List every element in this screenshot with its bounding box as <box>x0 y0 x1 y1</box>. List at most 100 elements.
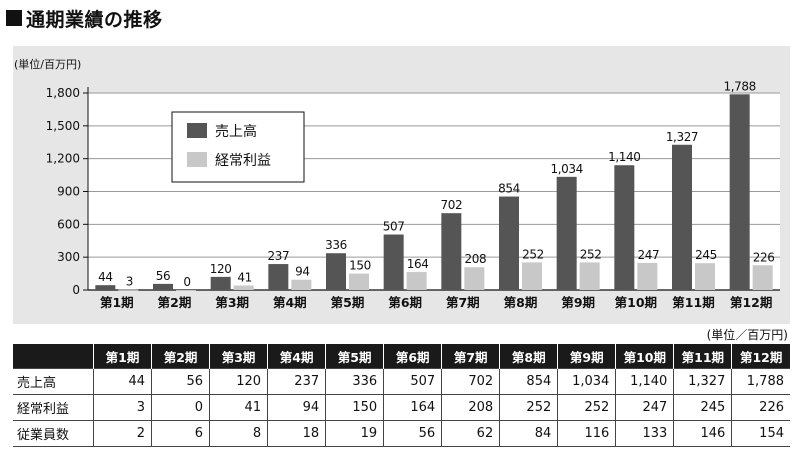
x-tick-label: 第2期 <box>158 295 192 310</box>
bar-sales <box>95 285 116 290</box>
data-table: 第1期 第2期 第3期 第4期 第5期 第6期 第7期 第8期 第9期 第10期 第11期 第12期 … <box>13 344 790 447</box>
table-column-header: 第8期 <box>499 344 558 369</box>
bar-profit <box>233 285 254 290</box>
table-cell: 237 <box>267 368 326 395</box>
table-cell: 0 <box>151 394 210 421</box>
bar-profit <box>118 289 139 291</box>
bar-label-profit: 226 <box>753 250 775 264</box>
table-cell: 854 <box>499 368 558 395</box>
x-tick-label: 第11期 <box>672 295 714 310</box>
legend-box <box>171 111 305 183</box>
table-column-header: 第4期 <box>267 344 326 369</box>
bar-sales <box>499 196 519 290</box>
bar-profit <box>176 290 196 291</box>
x-tick-label: 第10期 <box>615 295 657 310</box>
table-column-header: 第1期 <box>92 344 152 369</box>
page-heading: 通期業績の推移 <box>6 6 163 31</box>
bar-label-sales: 854 <box>498 182 520 196</box>
bar-sales <box>441 213 462 290</box>
table-cell: 150 <box>325 394 384 421</box>
table-column-header: 第7期 <box>441 344 500 369</box>
table-column-header: 第11期 <box>673 344 732 369</box>
bar-profit <box>637 262 658 290</box>
y-tick-label: 0 <box>72 283 80 297</box>
y-tick-label: 300 <box>57 250 80 264</box>
bar-label-profit: 94 <box>295 265 309 279</box>
bar-profit <box>406 272 427 290</box>
chart-unit-label: (単位/百万円) <box>14 58 82 71</box>
table-column-header: 第6期 <box>383 344 442 369</box>
table-row: 売上高 44 56 120 237 336 507 702 854 1,034 1,140 1,327… <box>13 368 790 395</box>
bar-profit <box>695 263 715 290</box>
table-cell: 146 <box>673 420 732 447</box>
bar-profit <box>579 262 600 290</box>
bar-chart: 0 300 600 900 1,200 1,500 1,800 44 3 第1期 56 0 第2期 120… <box>46 79 780 310</box>
bar-label-sales: 237 <box>267 249 289 263</box>
table-cell: 41 <box>209 394 268 421</box>
table-column-header: 第12期 <box>731 344 790 369</box>
table-cell: 1,327 <box>673 368 732 395</box>
bar-sales <box>383 234 404 290</box>
bar-label-sales: 1,034 <box>550 162 582 176</box>
table-cell: 84 <box>499 420 558 447</box>
bar-label-sales: 1,788 <box>723 79 755 93</box>
bar-label-sales: 1,327 <box>666 130 698 144</box>
bar-label-profit: 252 <box>522 247 544 261</box>
table-cell: 133 <box>615 420 674 447</box>
bar-label-profit: 245 <box>695 248 717 262</box>
table-row: 従業員数 2 6 8 18 19 56 62 84 116 133 146 154 <box>13 420 790 447</box>
table-cell: 226 <box>731 394 790 421</box>
bar-label-profit: 164 <box>407 257 429 271</box>
table-cell: 18 <box>267 420 326 447</box>
bar-profit <box>752 265 773 290</box>
table-cell: 507 <box>383 368 442 395</box>
table-cell: 252 <box>499 394 558 421</box>
bar-label-sales: 56 <box>156 269 170 283</box>
table-column-header: 第2期 <box>151 344 210 369</box>
bar-label-profit: 3 <box>126 275 133 289</box>
table-cell: 702 <box>441 368 500 395</box>
y-tick-label: 1,500 <box>46 119 80 133</box>
table-cell: 62 <box>441 420 500 447</box>
bar-profit <box>291 279 312 290</box>
table-cell: 1,034 <box>557 368 616 395</box>
bar-label-profit: 150 <box>349 259 371 273</box>
y-tick-label: 1,200 <box>46 152 80 166</box>
x-tick-label: 第1期 <box>100 295 134 310</box>
table-row-label: 従業員数 <box>13 420 94 447</box>
table-column-header: 第9期 <box>557 344 616 369</box>
bar-profit <box>522 262 542 290</box>
bar-label-profit: 0 <box>183 275 190 289</box>
x-tick-label: 第4期 <box>273 295 307 310</box>
bar-label-sales: 507 <box>383 220 405 234</box>
table-row-label: 経常利益 <box>13 394 94 421</box>
y-tick-label: 1,800 <box>46 86 80 100</box>
bar-label-sales: 120 <box>210 262 232 276</box>
table-cell: 19 <box>325 420 384 447</box>
legend-swatch-profit <box>187 152 207 167</box>
table-cell: 6 <box>151 420 210 447</box>
table-cell: 247 <box>615 394 674 421</box>
table-cell: 8 <box>209 420 268 447</box>
table-cell: 120 <box>209 368 268 395</box>
table-cell: 252 <box>557 394 616 421</box>
bar-label-sales: 1,140 <box>608 150 640 164</box>
x-tick-label: 第5期 <box>331 295 365 310</box>
legend-swatch-sales <box>187 123 207 138</box>
table-cell: 336 <box>325 368 384 395</box>
bar-sales <box>326 253 346 290</box>
table-row-label: 売上高 <box>13 368 94 395</box>
bar-profit <box>349 273 369 290</box>
table-cell: 245 <box>673 394 732 421</box>
x-tick-label: 第7期 <box>446 295 480 310</box>
table-cell: 44 <box>92 368 152 395</box>
bar-profit <box>464 267 485 290</box>
table-corner-cell <box>13 344 94 369</box>
bar-sales <box>672 144 692 290</box>
bar-label-profit: 41 <box>237 271 251 285</box>
x-tick-label: 第9期 <box>561 295 595 310</box>
table-cell: 154 <box>731 420 790 447</box>
bar-label-profit: 247 <box>637 248 659 262</box>
table-cell: 2 <box>92 420 152 447</box>
table-column-header: 第3期 <box>209 344 268 369</box>
